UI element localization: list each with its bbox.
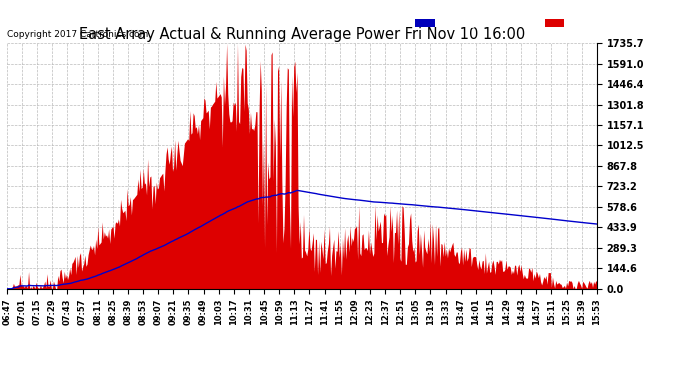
Text: Copyright 2017 Cartronics.com: Copyright 2017 Cartronics.com [7, 30, 148, 39]
Legend: Average  (DC Watts), East Array  (DC Watts): Average (DC Watts), East Array (DC Watts… [413, 16, 683, 30]
Title: East Array Actual & Running Average Power Fri Nov 10 16:00: East Array Actual & Running Average Powe… [79, 27, 525, 42]
